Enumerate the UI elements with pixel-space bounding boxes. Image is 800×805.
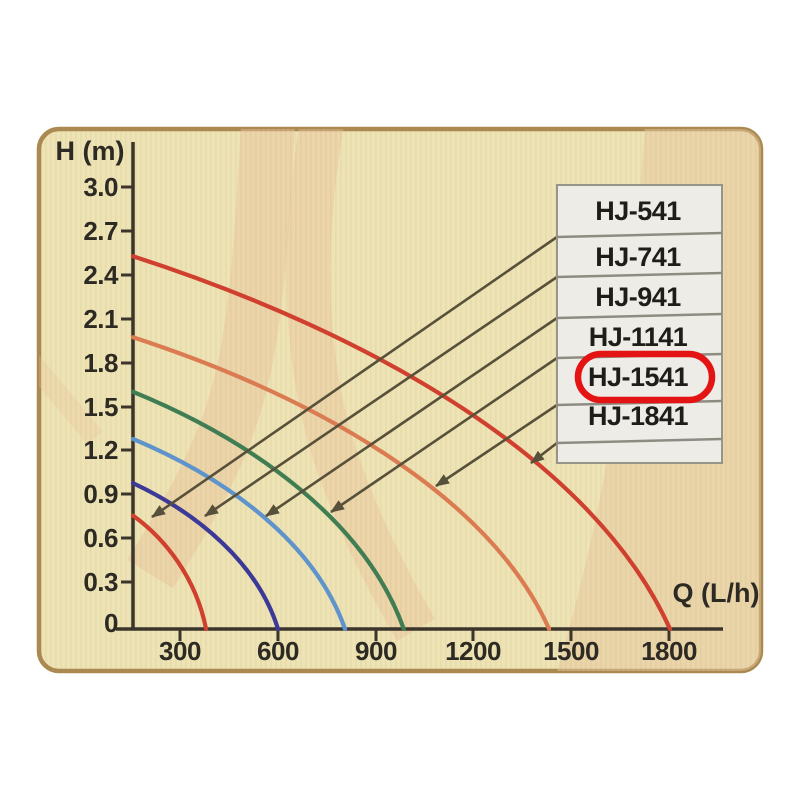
pump-curves (130, 254, 673, 632)
legend-label-hj-741: HJ-741 (595, 242, 681, 272)
y-tick-label: 2.4 (83, 260, 119, 290)
y-tick-label: 1.2 (83, 435, 118, 465)
y-tick-label: 0.9 (83, 479, 118, 509)
legend-label-hj-1841: HJ-1841 (588, 401, 689, 431)
arrow-to-hj-941 (265, 316, 558, 518)
y-tick-label: 0.3 (83, 567, 118, 597)
legend-arrows (151, 235, 558, 519)
legend-label-hj-1541: HJ-1541 (588, 362, 689, 392)
y-tick-labels: 3.0 2.7 2.4 2.1 1.8 1.5 1.2 0.9 0.6 0.3 … (83, 172, 119, 638)
x-tick-label: 300 (159, 636, 201, 666)
x-tick-label: 1200 (445, 636, 501, 666)
y-tick-label: 1.8 (83, 348, 118, 378)
y-tick-label: 3.0 (83, 172, 118, 202)
arrow-to-hj-1141 (330, 356, 558, 514)
x-tick-labels: 300 600 900 1200 1500 1800 (159, 636, 697, 666)
y-tick-marks (121, 185, 134, 584)
legend-box: HJ-541 HJ-741 HJ-941 HJ-1141 HJ-1541 HJ-… (556, 184, 723, 464)
legend-labels: HJ-541 HJ-741 HJ-941 HJ-1141 HJ-1541 HJ-… (588, 196, 689, 431)
curve-hj-541 (130, 513, 209, 632)
y-tick-label: 0.6 (83, 523, 118, 553)
curve-hj-1141 (130, 389, 406, 632)
legend-label-hj-1141: HJ-1141 (589, 322, 688, 352)
arrow-to-hj-541 (151, 235, 558, 519)
legend-label-hj-941: HJ-941 (595, 282, 681, 312)
x-tick-label: 900 (355, 636, 397, 666)
arrow-to-hj-1541 (435, 403, 558, 488)
x-tick-label: 1500 (543, 636, 599, 666)
y-tick-label: 2.7 (83, 216, 118, 246)
curve-hj-741 (130, 481, 281, 632)
x-tick-label: 600 (257, 636, 299, 666)
legend-label-hj-541: HJ-541 (595, 196, 681, 226)
y-axis-title: H (m) (56, 136, 125, 166)
x-tick-marks (178, 629, 671, 641)
curve-hj-941 (130, 436, 348, 632)
curve-hj-1541 (130, 335, 552, 632)
arrow-to-hj-741 (204, 275, 558, 518)
y-tick-label: 0 (104, 608, 118, 638)
curve-hj-1841 (130, 254, 673, 632)
arrow-to-hj-1841 (530, 441, 558, 465)
y-tick-label: 2.1 (83, 304, 118, 334)
y-tick-label: 1.5 (83, 392, 118, 422)
x-axis-title: Q (L/h) (673, 578, 760, 608)
x-tick-label: 1800 (641, 636, 697, 666)
highlight-ring-hj-1541 (574, 350, 716, 404)
legend-box-background (556, 184, 723, 464)
